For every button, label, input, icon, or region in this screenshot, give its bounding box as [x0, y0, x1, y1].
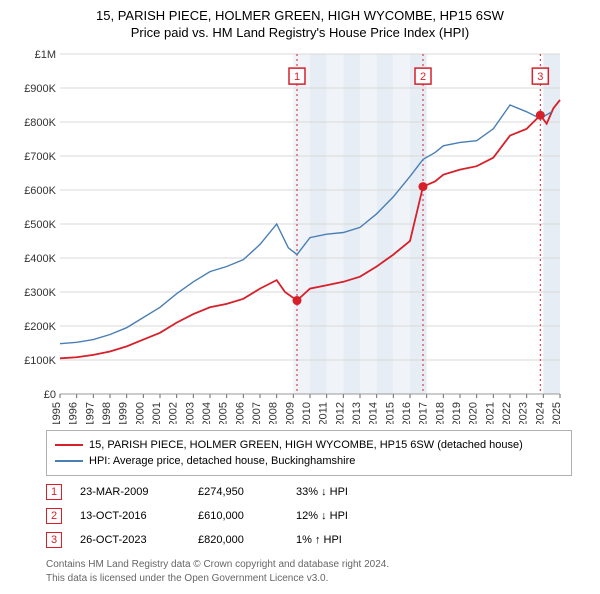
x-tick-label: 2013: [351, 402, 363, 424]
x-tick-label: 2014: [368, 402, 380, 424]
legend-label: 15, PARISH PIECE, HOLMER GREEN, HIGH WYC…: [89, 439, 523, 451]
x-tick-label: 2015: [384, 402, 396, 424]
chart-container: £0 £100K £200K £300K £400K £500K £600K £700K £80…: [20, 44, 580, 424]
transaction-row: 1 23-MAR-2009 £274,950 33% ↓ HPI: [46, 480, 572, 504]
x-tick-label: 2005: [218, 402, 230, 424]
transaction-hpi: 12% ↓ HPI: [296, 510, 386, 522]
legend-swatch: [55, 444, 83, 446]
y-tick-label: £900K: [24, 83, 56, 95]
transaction-price: £820,000: [198, 534, 278, 546]
footer-line2: This data is licensed under the Open Gov…: [46, 572, 572, 586]
x-tick-label: 1997: [84, 402, 96, 424]
x-tick-label: 1998: [101, 402, 113, 424]
transaction-hpi: 1% ↑ HPI: [296, 534, 386, 546]
marker-dot: [419, 182, 428, 191]
chart-title-line2: Price paid vs. HM Land Registry's House …: [8, 25, 592, 40]
legend-swatch: [55, 460, 83, 462]
legend: 15, PARISH PIECE, HOLMER GREEN, HIGH WYC…: [46, 430, 572, 476]
transaction-date: 23-MAR-2009: [80, 486, 180, 498]
x-tick-label: 2001: [151, 402, 163, 424]
x-tick-label: 2020: [468, 402, 480, 424]
x-tick-label: 2010: [301, 402, 313, 424]
x-tick-label: 1995: [51, 402, 63, 424]
transaction-date: 13-OCT-2016: [80, 510, 180, 522]
price-chart: £0 £100K £200K £300K £400K £500K £600K £700K £80…: [20, 44, 580, 424]
transaction-row: 2 13-OCT-2016 £610,000 12% ↓ HPI: [46, 504, 572, 528]
y-tick-label: £1M: [35, 49, 56, 61]
x-tick-label: 2017: [418, 402, 430, 424]
marker-number: 2: [420, 71, 426, 83]
transaction-date: 26-OCT-2023: [80, 534, 180, 546]
footer-line1: Contains HM Land Registry data © Crown c…: [46, 558, 572, 572]
y-tick-label: £500K: [24, 219, 56, 231]
legend-row: HPI: Average price, detached house, Buck…: [55, 453, 563, 469]
x-tick-label: 2012: [334, 402, 346, 424]
x-tick-label: 2002: [168, 402, 180, 424]
x-tick-label: 2009: [284, 402, 296, 424]
y-tick-label: £700K: [24, 151, 56, 163]
y-tick-label: £0: [44, 389, 56, 401]
x-tick-label: 2019: [451, 402, 463, 424]
x-tick-label: 2004: [201, 402, 213, 424]
y-tick-label: £800K: [24, 117, 56, 129]
x-tick-label: 1996: [68, 402, 80, 424]
footer-attribution: Contains HM Land Registry data © Crown c…: [46, 558, 572, 586]
transaction-price: £610,000: [198, 510, 278, 522]
x-tick-label: 2024: [534, 402, 546, 424]
transaction-marker: 2: [46, 508, 62, 524]
legend-row: 15, PARISH PIECE, HOLMER GREEN, HIGH WYC…: [55, 437, 563, 453]
y-tick-label: £300K: [24, 287, 56, 299]
x-tick-label: 2016: [401, 402, 413, 424]
y-tick-label: £400K: [24, 253, 56, 265]
x-tick-label: 2008: [268, 402, 280, 424]
x-tick-label: 2025: [551, 402, 563, 424]
legend-label: HPI: Average price, detached house, Buck…: [89, 455, 355, 467]
y-tick-label: £200K: [24, 321, 56, 333]
x-tick-label: 2003: [184, 402, 196, 424]
x-tick-label: 2000: [134, 402, 146, 424]
marker-number: 1: [294, 71, 300, 83]
chart-title-line1: 15, PARISH PIECE, HOLMER GREEN, HIGH WYC…: [8, 8, 592, 23]
x-tick-label: 2007: [251, 402, 263, 424]
x-tick-label: 2021: [484, 402, 496, 424]
x-tick-label: 2022: [501, 402, 513, 424]
x-tick-label: 1999: [118, 402, 130, 424]
chart-title-block: 15, PARISH PIECE, HOLMER GREEN, HIGH WYC…: [8, 8, 592, 40]
marker-dot: [536, 111, 545, 120]
transaction-table: 1 23-MAR-2009 £274,950 33% ↓ HPI 2 13-OCT-201…: [46, 480, 572, 552]
x-tick-label: 2018: [434, 402, 446, 424]
transaction-row: 3 26-OCT-2023 £820,000 1% ↑ HPI: [46, 528, 572, 552]
y-tick-label: £100K: [24, 355, 56, 367]
transaction-price: £274,950: [198, 486, 278, 498]
transaction-marker: 3: [46, 532, 62, 548]
marker-dot: [293, 296, 302, 305]
transaction-hpi: 33% ↓ HPI: [296, 486, 386, 498]
x-tick-label: 2011: [318, 402, 330, 424]
x-tick-label: 2023: [518, 402, 530, 424]
x-tick-label: 2006: [234, 402, 246, 424]
marker-number: 3: [537, 71, 543, 83]
y-tick-label: £600K: [24, 185, 56, 197]
transaction-marker: 1: [46, 484, 62, 500]
